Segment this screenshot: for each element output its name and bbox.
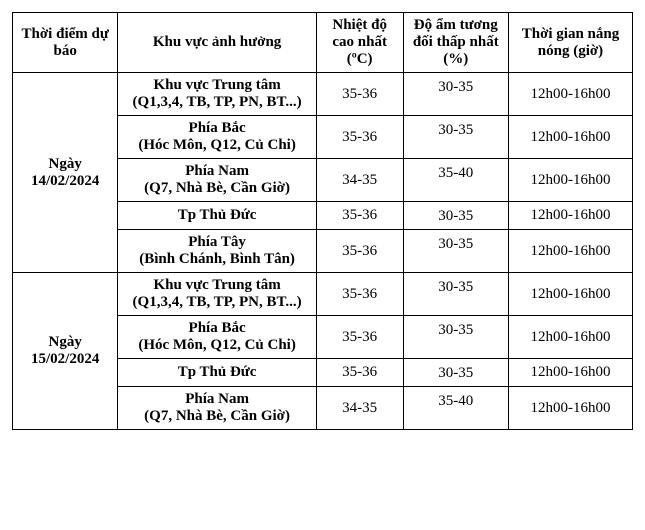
hours-cell: 12h00-16h00: [508, 359, 632, 387]
area-cell: Phía Bắc(Hóc Môn, Q12, Củ Chi): [118, 116, 316, 159]
temp-cell: 35-36: [316, 316, 403, 359]
area-cell: Phía Tây(Bình Chánh, Bình Tân): [118, 230, 316, 273]
humid-cell: 30-35: [403, 359, 508, 387]
hours-cell: 12h00-16h00: [508, 116, 632, 159]
area-cell: Phía Nam(Q7, Nhà Bè, Cần Giờ): [118, 387, 316, 430]
table-row: Ngày14/02/2024Khu vực Trung tâm(Q1,3,4, …: [13, 73, 633, 116]
date-cell: Ngày14/02/2024: [13, 73, 118, 273]
area-cell: Tp Thủ Đức: [118, 202, 316, 230]
temp-cell: 35-36: [316, 73, 403, 116]
hours-cell: 12h00-16h00: [508, 316, 632, 359]
temp-cell: 34-35: [316, 159, 403, 202]
header-area: Khu vực ảnh hưởng: [118, 13, 316, 73]
temp-cell: 35-36: [316, 273, 403, 316]
area-cell: Khu vực Trung tâm(Q1,3,4, TB, TP, PN, BT…: [118, 73, 316, 116]
humid-cell: 35-40: [403, 387, 508, 430]
hours-cell: 12h00-16h00: [508, 230, 632, 273]
temp-cell: 35-36: [316, 116, 403, 159]
area-cell: Tp Thủ Đức: [118, 359, 316, 387]
temp-cell: 35-36: [316, 230, 403, 273]
humid-cell: 35-40: [403, 159, 508, 202]
hours-cell: 12h00-16h00: [508, 202, 632, 230]
header-hours: Thời gian nắng nóng (giờ): [508, 13, 632, 73]
humid-cell: 30-35: [403, 202, 508, 230]
temp-cell: 35-36: [316, 359, 403, 387]
header-date: Thời điểm dự báo: [13, 13, 118, 73]
hours-cell: 12h00-16h00: [508, 273, 632, 316]
area-cell: Phía Bắc(Hóc Môn, Q12, Củ Chi): [118, 316, 316, 359]
table-row: Ngày15/02/2024Khu vực Trung tâm(Q1,3,4, …: [13, 273, 633, 316]
hours-cell: 12h00-16h00: [508, 387, 632, 430]
humid-cell: 30-35: [403, 273, 508, 316]
area-cell: Phía Nam(Q7, Nhà Bè, Cần Giờ): [118, 159, 316, 202]
area-cell: Khu vực Trung tâm(Q1,3,4, TB, TP, PN, BT…: [118, 273, 316, 316]
humid-cell: 30-35: [403, 116, 508, 159]
temp-cell: 35-36: [316, 202, 403, 230]
hours-cell: 12h00-16h00: [508, 73, 632, 116]
date-cell: Ngày15/02/2024: [13, 273, 118, 430]
header-row: Thời điểm dự báo Khu vực ảnh hưởng Nhiệt…: [13, 13, 633, 73]
forecast-table: Thời điểm dự báo Khu vực ảnh hưởng Nhiệt…: [12, 12, 633, 430]
temp-cell: 34-35: [316, 387, 403, 430]
header-temp: Nhiệt độ cao nhất (ºC): [316, 13, 403, 73]
humid-cell: 30-35: [403, 230, 508, 273]
humid-cell: 30-35: [403, 73, 508, 116]
humid-cell: 30-35: [403, 316, 508, 359]
header-humid: Độ ẩm tương đối thấp nhất (%): [403, 13, 508, 73]
hours-cell: 12h00-16h00: [508, 159, 632, 202]
